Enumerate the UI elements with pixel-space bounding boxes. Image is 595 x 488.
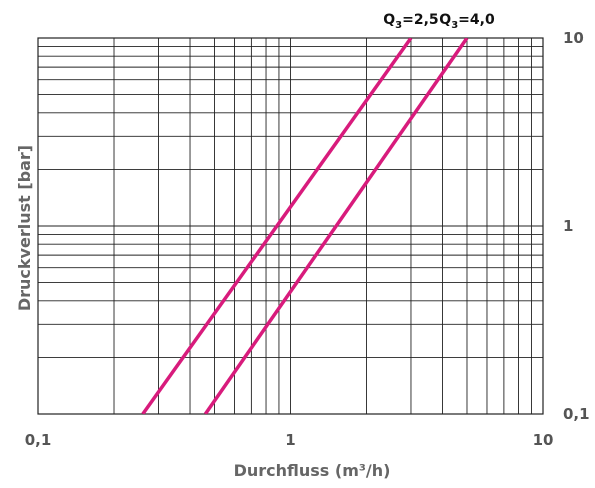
x-tick-labels: 0,1 1 10 <box>25 431 554 449</box>
grid <box>37 38 543 415</box>
series-lines <box>141 38 469 414</box>
series-label-2: Q3=4,0 <box>439 12 495 31</box>
y-tick-labels: 0,1 1 10 <box>563 29 590 423</box>
y-tick-label: 1 <box>563 217 573 235</box>
series-line-2 <box>203 38 469 414</box>
series-labels: Q3=2,5 Q3=4,0 <box>383 12 495 31</box>
x-tick-label: 1 <box>285 431 295 449</box>
x-tick-label: 10 <box>533 431 554 449</box>
plot-frame <box>37 37 544 415</box>
y-tick-label: 10 <box>563 29 584 47</box>
y-tick-label: 0,1 <box>563 405 590 423</box>
series-label-1: Q3=2,5 <box>383 12 438 31</box>
x-axis-label: Durchfluss (m³/h) <box>234 461 391 480</box>
series-line-1 <box>141 38 413 414</box>
y-axis-label: Druckverlust [bar] <box>15 145 34 311</box>
x-tick-label: 0,1 <box>25 431 52 449</box>
plot-border <box>37 37 544 415</box>
